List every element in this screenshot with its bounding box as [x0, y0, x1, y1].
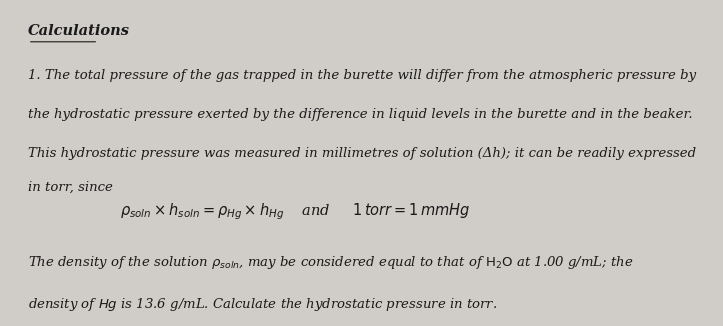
Text: The density of the solution $\rho_{soln}$, may be considered equal to that of $\: The density of the solution $\rho_{soln}…	[27, 254, 633, 271]
Text: 1. The total pressure of the gas trapped in the burette will differ from the atm: 1. The total pressure of the gas trapped…	[27, 69, 696, 82]
Text: This hydrostatic pressure was measured in millimetres of solution (Δh); it can b: This hydrostatic pressure was measured i…	[27, 147, 696, 160]
Text: $\rho_{soln} \times h_{soln} = \rho_{Hg} \times h_{Hg}$    and     $1\,torr = 1\: $\rho_{soln} \times h_{soln} = \rho_{Hg}…	[120, 202, 470, 222]
Text: the hydrostatic pressure exerted by the difference in liquid levels in the buret: the hydrostatic pressure exerted by the …	[27, 108, 693, 121]
Text: Calculations: Calculations	[27, 24, 130, 38]
Text: density of $Hg$ is 13.6 g/mL. Calculate the hydrostatic pressure in torr.: density of $Hg$ is 13.6 g/mL. Calculate …	[27, 296, 497, 313]
Text: in torr, since: in torr, since	[27, 181, 113, 194]
